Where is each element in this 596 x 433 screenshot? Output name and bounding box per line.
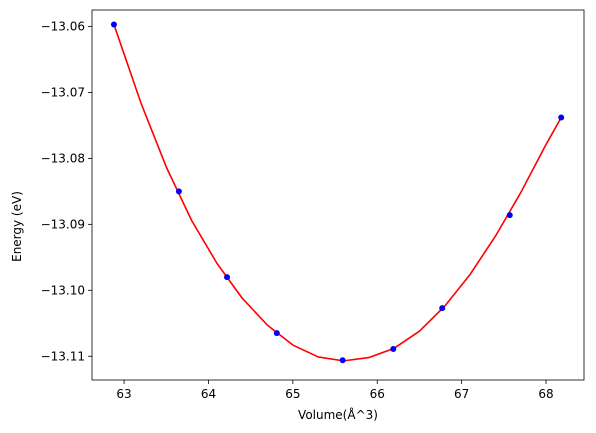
y-tick-label: −13.07 [41, 85, 85, 99]
data-point [339, 357, 346, 364]
data-point [175, 188, 182, 195]
x-tick-label: 68 [538, 387, 553, 401]
axes-frame [91, 9, 585, 381]
y-axis-label: Energy (eV) [10, 191, 24, 262]
data-point [273, 330, 280, 337]
data-point [439, 305, 446, 312]
plot-area [110, 21, 565, 364]
x-axis-label: Volume(Å^3) [298, 407, 378, 422]
y-tick-label: −13.09 [41, 217, 85, 231]
x-tick-label: 63 [116, 387, 131, 401]
x-tick-label: 64 [201, 387, 216, 401]
y-tick-label: −13.11 [41, 349, 85, 363]
y-tick-label: −13.06 [41, 19, 85, 33]
y-tick-label: −13.10 [41, 283, 85, 297]
x-tick-label: 66 [370, 387, 385, 401]
axes: 63 64 65 66 67 68 −13.06 −13.07 −13.08 −13.09 −13.… [41, 9, 585, 401]
data-point [506, 212, 513, 219]
y-tick-label: −13.08 [41, 151, 85, 165]
data-point [110, 21, 117, 28]
data-point [224, 274, 231, 281]
data-point [558, 114, 565, 121]
x-tick-label: 67 [454, 387, 469, 401]
data-point [390, 346, 397, 352]
x-tick-label: 65 [285, 387, 300, 401]
